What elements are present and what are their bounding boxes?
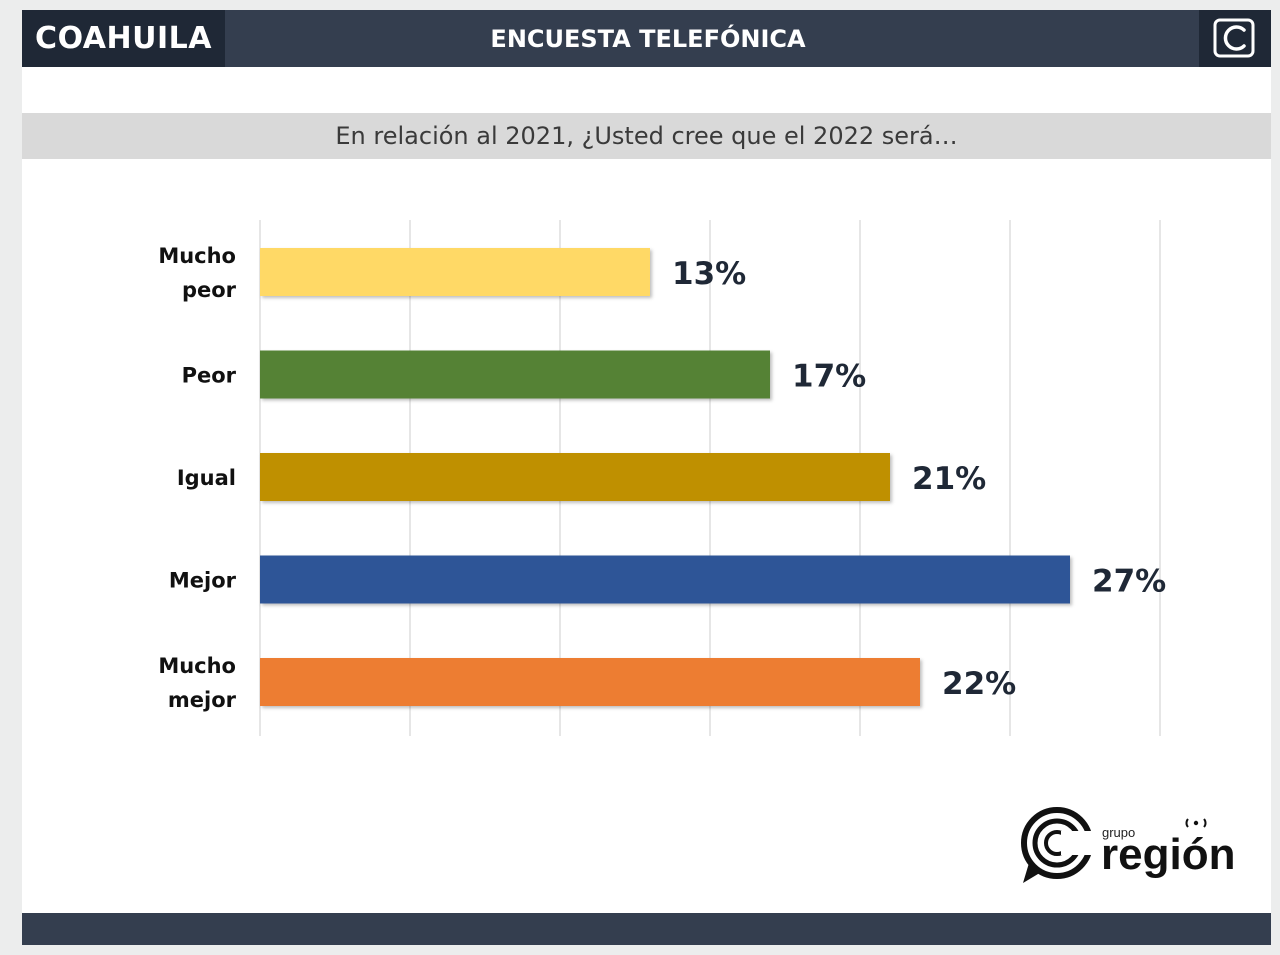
bar-3: [260, 453, 890, 501]
value-label: 27%: [1092, 564, 1166, 600]
bar-chart: 13% Mucho peor 17% Peor 21% Igual 27% Mejor 22% Mu…: [158, 220, 1166, 736]
category-label: Igual: [177, 466, 236, 490]
value-label: 17%: [792, 359, 866, 395]
bar-2: [260, 350, 770, 399]
question-text: En relación al 2021, ¿Usted cree que el …: [22, 113, 1271, 159]
value-label: 21%: [912, 461, 986, 497]
brand-logo: grupo región: [1017, 805, 1252, 890]
header-bar: COAHUILA ENCUESTA TELEFÓNICA: [22, 10, 1271, 67]
bar-5: [260, 658, 920, 706]
category-label: Mejor: [169, 569, 237, 593]
bar-1: [260, 248, 650, 296]
bar-4: [260, 555, 1070, 604]
category-label: Mucho peor: [158, 244, 236, 302]
category-label: Mucho mejor: [158, 654, 236, 712]
footer-bar: [22, 913, 1271, 945]
brand-name: región: [1101, 830, 1235, 879]
c-logo-icon: [1199, 10, 1271, 67]
value-label: 22%: [942, 666, 1016, 702]
header-title: ENCUESTA TELEFÓNICA: [490, 25, 806, 53]
category-label: Peor: [182, 364, 237, 388]
slide: COAHUILA ENCUESTA TELEFÓNICA En relación…: [22, 10, 1271, 945]
region-label: COAHUILA: [22, 10, 225, 67]
grupo-region-logo-icon: grupo región: [1021, 807, 1235, 883]
brand-small: grupo: [1102, 825, 1135, 840]
value-label: 13%: [672, 256, 746, 292]
